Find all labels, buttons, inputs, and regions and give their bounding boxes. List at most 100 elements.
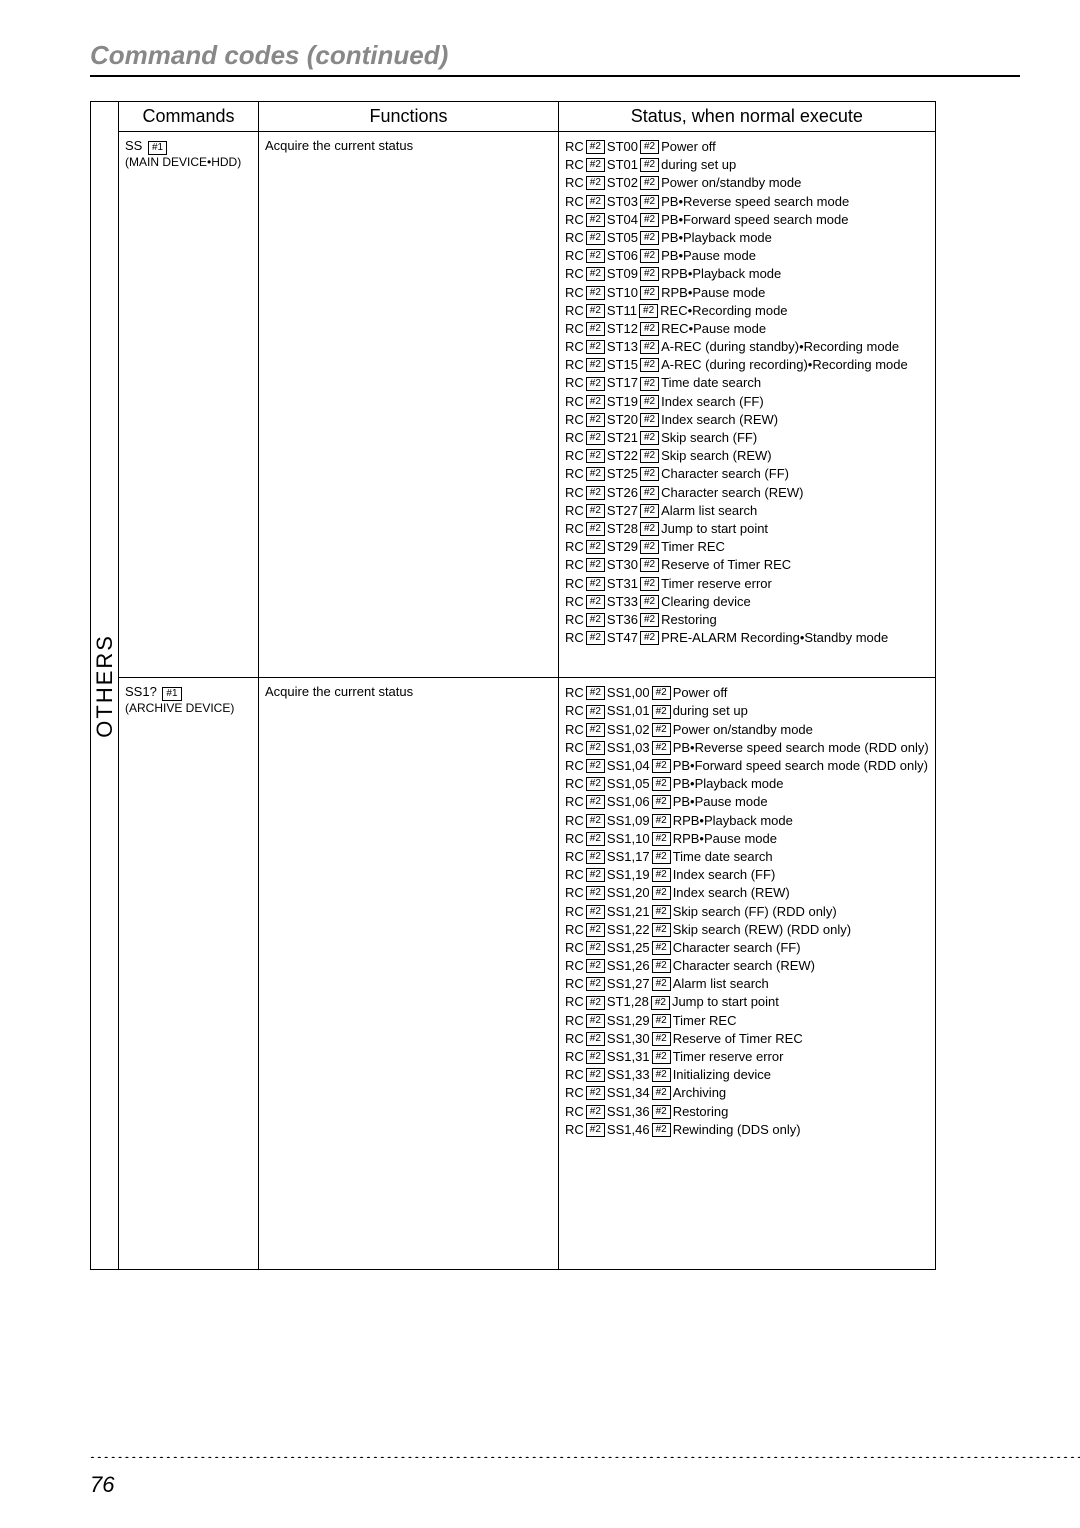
status-pre: RC	[565, 1030, 584, 1048]
status-pre: RC	[565, 1012, 584, 1030]
status-line: RC#2ST29#2Timer REC	[565, 538, 929, 556]
chip-icon: #2	[586, 358, 605, 372]
status-pre: RC	[565, 684, 584, 702]
chip-icon: #2	[652, 759, 671, 773]
status-pre: RC	[565, 739, 584, 757]
status-desc: PB•Reverse speed search mode (RDD only)	[673, 739, 929, 757]
status-line: RC#2ST10#2RPB•Pause mode	[565, 284, 929, 302]
status-line: RC#2ST09#2RPB•Playback mode	[565, 265, 929, 283]
status-line: RC#2SS1,03#2 PB•Reverse speed search mod…	[565, 739, 929, 757]
chip-icon: #2	[652, 705, 671, 719]
chip-icon: #2	[586, 996, 605, 1010]
status-line: RC#2ST36#2Restoring	[565, 611, 929, 629]
chip-icon: #2	[652, 977, 671, 991]
chip-icon: #2	[640, 158, 659, 172]
chip-icon: #2	[586, 595, 605, 609]
status-pre: RC	[565, 848, 584, 866]
status-pre: RC	[565, 629, 584, 647]
status-desc: Power on/standby mode	[661, 174, 801, 192]
status-desc: Power off	[673, 684, 728, 702]
chip-icon: #2	[640, 322, 659, 336]
table-wrapper: OTHERS Commands Functions Status, when n…	[90, 101, 1020, 1270]
status-pre: RC	[565, 775, 584, 793]
chip-icon: #2	[652, 741, 671, 755]
status-desc: Alarm list search	[661, 502, 757, 520]
chip-icon: #2	[586, 868, 605, 882]
status-pre: RC	[565, 520, 584, 538]
status-pre: RC	[565, 866, 584, 884]
status-pre: RC	[565, 939, 584, 957]
chip-icon: #2	[586, 1105, 605, 1119]
status-line: RC#2SS1,10#2 RPB•Pause mode	[565, 830, 929, 848]
chip-icon: #2	[652, 868, 671, 882]
status-pre: RC	[565, 793, 584, 811]
status-desc: Reserve of Timer REC	[661, 556, 791, 574]
status-line: RC#2ST00#2Power off	[565, 138, 929, 156]
status-pre: RC	[565, 1084, 584, 1102]
status-pre: RC	[565, 556, 584, 574]
status-mid: SS1,09	[607, 812, 650, 830]
chip-icon: #2	[652, 723, 671, 737]
chip-icon: #2	[586, 631, 605, 645]
status-line: RC#2ST20#2Index search (REW)	[565, 411, 929, 429]
status-line: RC#2SS1,36#2 Restoring	[565, 1103, 929, 1121]
status-pre: RC	[565, 957, 584, 975]
page-number: 76	[90, 1472, 114, 1498]
status-pre: RC	[565, 138, 584, 156]
status-desc: during set up	[661, 156, 736, 174]
status-line: RC#2ST05#2PB•Playback mode	[565, 229, 929, 247]
chip-icon: #2	[639, 304, 658, 318]
status-line: RC#2ST27#2Alarm list search	[565, 502, 929, 520]
status-desc: PB•Pause mode	[673, 793, 768, 811]
status-desc: PB•Playback mode	[661, 229, 772, 247]
chip-icon: #2	[586, 814, 605, 828]
chip-icon: #2	[586, 540, 605, 554]
chip-icon: #2	[640, 231, 659, 245]
status-desc: Initializing device	[673, 1066, 771, 1084]
footer-dots: ••••••••••••••••••••••••••••••••••••••••…	[90, 1450, 1080, 1458]
status-desc: A-REC (during standby)•Recording mode	[661, 338, 899, 356]
status-line: RC#2SS1,34#2 Archiving	[565, 1084, 929, 1102]
chip-icon: #2	[640, 176, 659, 190]
status-pre: RC	[565, 884, 584, 902]
status-line: RC#2SS1,00#2 Power off	[565, 684, 929, 702]
status-line: RC#2ST31#2Timer reserve error	[565, 575, 929, 593]
status-mid: ST22	[607, 447, 638, 465]
chip-icon: #2	[652, 777, 671, 791]
status-mid: ST02	[607, 174, 638, 192]
chip-icon: #2	[586, 140, 605, 154]
status-pre: RC	[565, 702, 584, 720]
chip-icon: #2	[640, 377, 659, 391]
chip-icon: #2	[586, 1068, 605, 1082]
status-pre: RC	[565, 247, 584, 265]
chip-icon: #2	[640, 613, 659, 627]
func-cell: Acquire the current status	[259, 678, 559, 1270]
chip-icon: #2	[586, 577, 605, 591]
status-line: RC#2ST21#2Skip search (FF)	[565, 429, 929, 447]
chip-icon: #2	[586, 723, 605, 737]
status-mid: ST00	[607, 138, 638, 156]
chip-icon: #2	[586, 195, 605, 209]
status-desc: PB•Forward speed search mode (RDD only)	[673, 757, 928, 775]
status-desc: Time date search	[661, 374, 761, 392]
chip-icon: #2	[586, 850, 605, 864]
status-mid: ST01	[607, 156, 638, 174]
status-line: RC#2ST12#2REC•Pause mode	[565, 320, 929, 338]
status-mid: ST03	[607, 193, 638, 211]
status-mid: SS1,29	[607, 1012, 650, 1030]
status-mid: SS1,22	[607, 921, 650, 939]
status-desc: Reserve of Timer REC	[673, 1030, 803, 1048]
status-pre: RC	[565, 193, 584, 211]
cmd-cell: SS #1(MAIN DEVICE•HDD)	[119, 132, 259, 678]
status-mid: SS1,03	[607, 739, 650, 757]
chip-icon: #2	[640, 631, 659, 645]
chip-icon: #2	[640, 558, 659, 572]
status-cell: RC#2ST00#2Power offRC#2ST01#2during set …	[559, 132, 936, 678]
status-desc: RPB•Pause mode	[673, 830, 777, 848]
status-cell: RC#2SS1,00#2 Power offRC#2SS1,01#2 durin…	[559, 678, 936, 1270]
side-category-text: OTHERS	[92, 634, 118, 738]
chip-icon: #2	[586, 1014, 605, 1028]
status-line: RC#2SS1,22#2 Skip search (REW) (RDD only…	[565, 921, 929, 939]
status-desc: RPB•Pause mode	[661, 284, 765, 302]
status-desc: RPB•Playback mode	[673, 812, 793, 830]
